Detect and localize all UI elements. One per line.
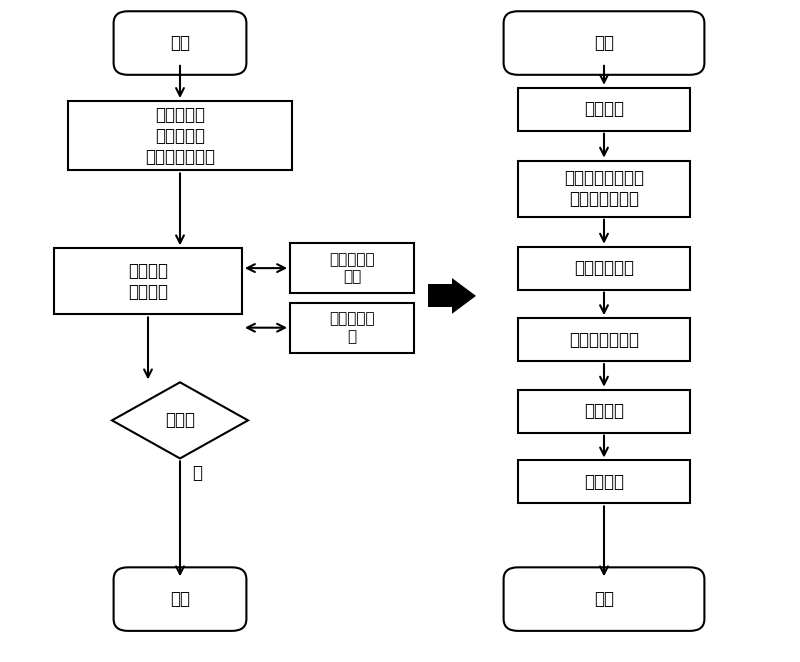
Text: 数据滤波处理: 数据滤波处理 (574, 259, 634, 277)
Text: 现场保护: 现场保护 (584, 473, 624, 491)
Text: 现场保护: 现场保护 (584, 100, 624, 118)
Polygon shape (112, 383, 248, 458)
Text: 软测量中断
服务: 软测量中断 服务 (329, 252, 375, 284)
Bar (518, 389, 690, 433)
Bar (518, 461, 690, 503)
Text: 结束: 结束 (170, 590, 190, 608)
FancyBboxPatch shape (114, 11, 246, 75)
Text: 系统初始化
外设初始化
软件变量初始化: 系统初始化 外设初始化 软件变量初始化 (145, 106, 215, 166)
Text: 开始: 开始 (170, 34, 190, 52)
Text: 异常中断服
务: 异常中断服 务 (329, 312, 375, 344)
Text: 输出结果: 输出结果 (584, 402, 624, 420)
Bar (54, 248, 242, 314)
Text: 是: 是 (192, 464, 202, 483)
Bar (290, 303, 414, 352)
Text: 神经网络逆运算: 神经网络逆运算 (569, 330, 639, 349)
FancyBboxPatch shape (504, 567, 704, 631)
Bar (518, 88, 690, 131)
FancyBboxPatch shape (504, 11, 704, 75)
Text: 采样电压、电流、
温度、频率数据: 采样电压、电流、 温度、频率数据 (564, 169, 644, 208)
Bar (290, 244, 414, 293)
Text: 返回: 返回 (594, 590, 614, 608)
Text: 数据显示
故障诊断: 数据显示 故障诊断 (128, 262, 168, 301)
Text: 结束？: 结束？ (165, 411, 195, 430)
Text: 开始: 开始 (594, 34, 614, 52)
Bar (518, 161, 690, 217)
FancyBboxPatch shape (114, 567, 246, 631)
Bar (518, 318, 690, 361)
Bar (428, 284, 452, 307)
Bar (518, 247, 690, 290)
Polygon shape (452, 278, 476, 314)
Bar (68, 101, 292, 170)
